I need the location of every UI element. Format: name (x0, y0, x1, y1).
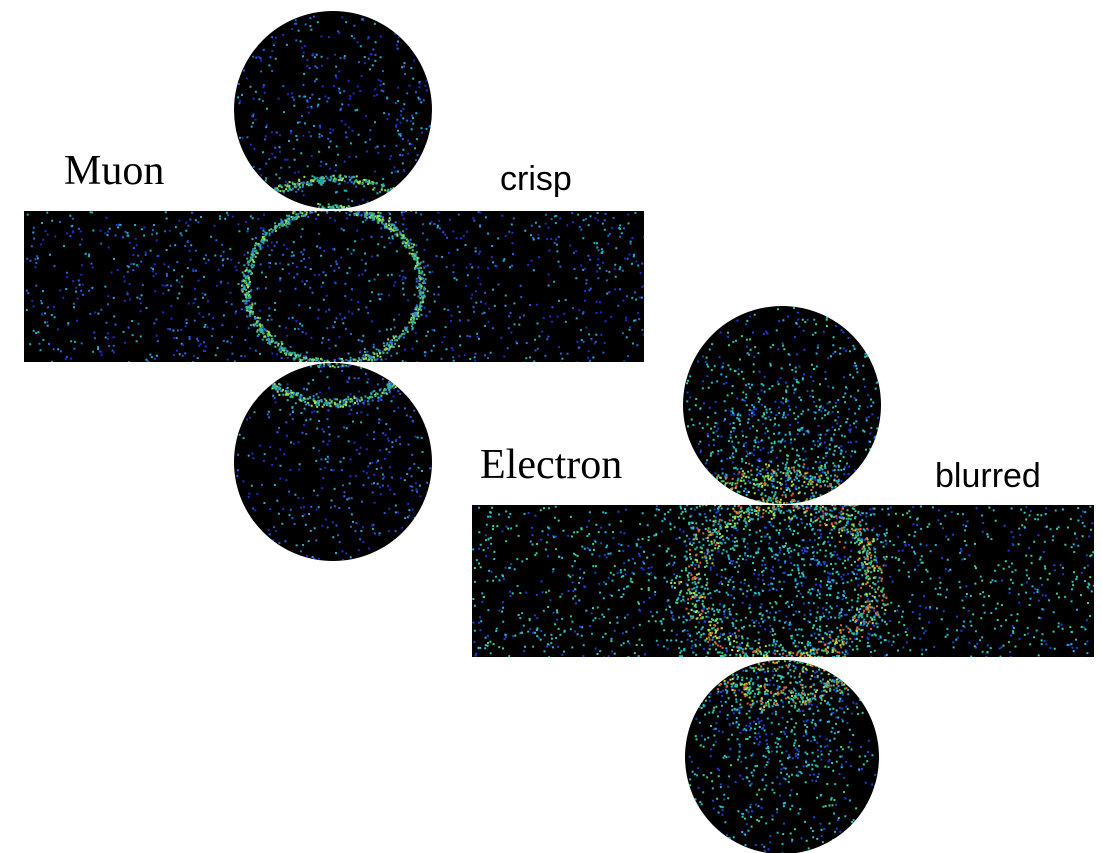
bottom-cap (685, 660, 879, 853)
figure: Muon crisp Electron blurred (0, 0, 1102, 853)
top-cap (683, 306, 881, 504)
page: Muon crisp Electron blurred (() => { con… (0, 0, 1102, 853)
bottom-cap (234, 363, 432, 561)
panel-description: blurred (935, 457, 1041, 495)
barrel (24, 211, 644, 362)
electron-display (472, 306, 1095, 853)
panel-label: Electron (480, 442, 622, 488)
panel-label: Muon (64, 148, 164, 194)
barrel (472, 505, 1094, 657)
panel-description: crisp (500, 160, 572, 198)
